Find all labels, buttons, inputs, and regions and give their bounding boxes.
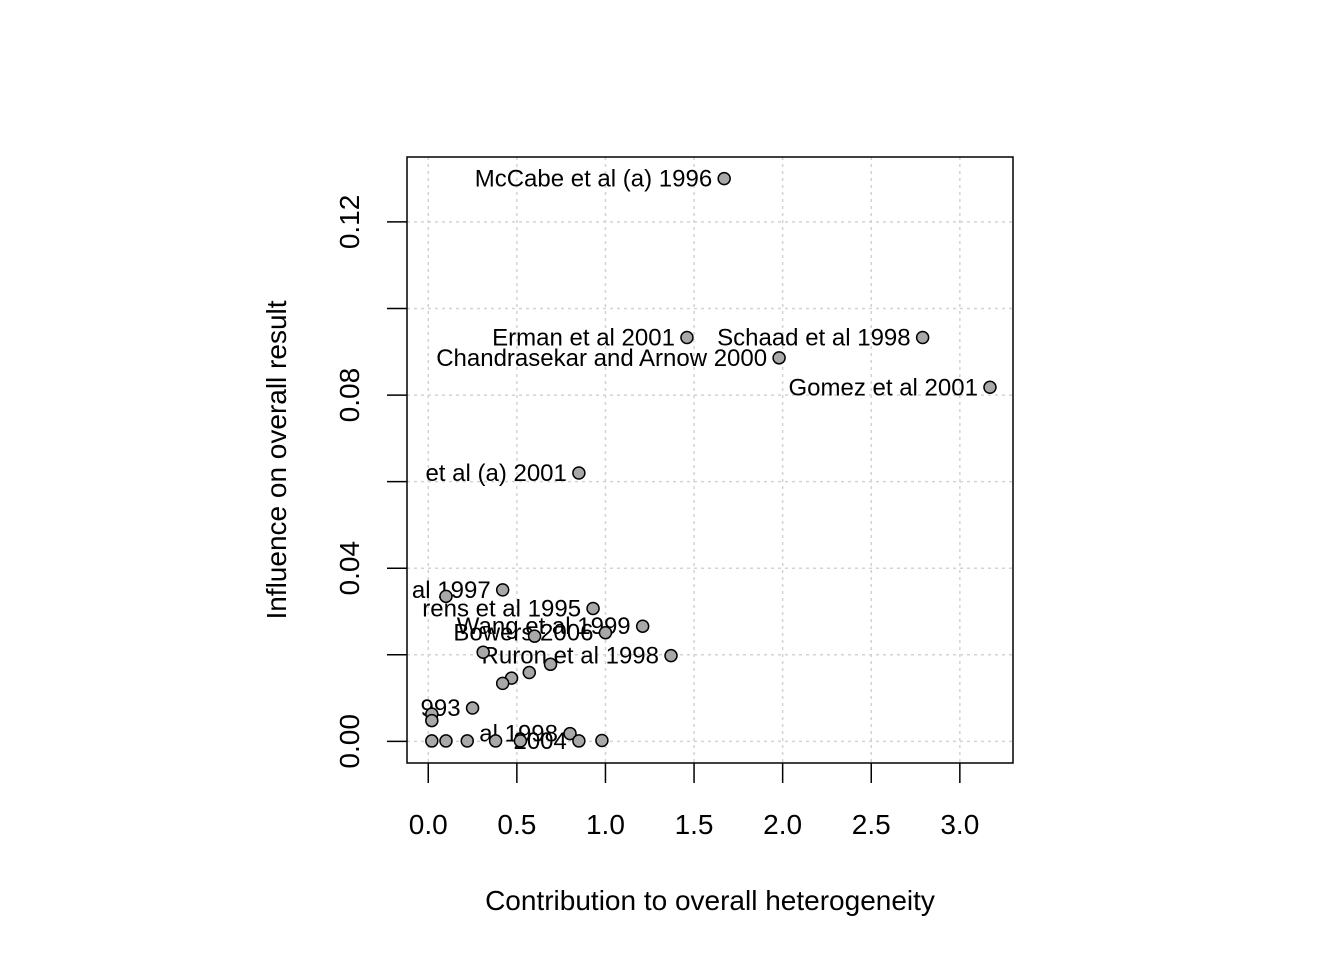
data-point [495, 676, 510, 691]
data-point [915, 330, 930, 345]
data-point [664, 648, 678, 663]
data-point [572, 466, 586, 480]
data-point [425, 734, 439, 748]
y-tick-label: 0.12 [334, 195, 365, 250]
data-point [476, 645, 490, 659]
point-label: Gomez et al 2001 [789, 374, 978, 401]
data-points [425, 171, 997, 748]
data-point [595, 733, 609, 748]
x-tick-label: 3.0 [940, 809, 979, 840]
x-tick-label: 0.0 [409, 809, 448, 840]
data-point [563, 726, 577, 741]
data-point [439, 734, 453, 748]
data-point [488, 734, 503, 748]
x-tick-label: 0.5 [497, 809, 536, 840]
data-point [598, 625, 613, 640]
grid-lines [407, 157, 1013, 763]
data-point [680, 330, 694, 345]
data-point [495, 583, 510, 597]
axes: 0.0 0.5 1.0 1.5 2.0 2.5 3.0 0.00 0.04 0.08 0.12 [334, 195, 979, 840]
data-point [717, 171, 731, 186]
y-tick-label: 0.04 [334, 541, 365, 596]
data-point [527, 629, 542, 643]
point-label: et al (a) 2001 [425, 460, 566, 487]
point-label: McCabe et al (a) 1996 [475, 166, 712, 193]
data-point [983, 380, 997, 395]
data-point [543, 657, 558, 672]
y-axis-label: Influence on overall result [261, 300, 292, 619]
data-point [465, 701, 480, 715]
x-tick-label: 2.5 [852, 809, 891, 840]
y-tick-label: 0.08 [334, 368, 365, 423]
point-label: Bowers 2006 [453, 620, 593, 647]
x-axis-label: Contribution to overall heterogeneity [485, 885, 935, 916]
data-point [522, 665, 537, 680]
data-point [772, 351, 786, 365]
data-point [635, 619, 650, 633]
point-labels: McCabe et al (a) 1996 Erman et al 2001 Sch… [412, 166, 978, 755]
x-tick-label: 2.0 [763, 809, 802, 840]
data-point [572, 734, 586, 748]
data-point [513, 734, 528, 748]
x-tick-label: 1.0 [586, 809, 625, 840]
point-label: Schaad et al 1998 [717, 325, 911, 352]
x-tick-label: 1.5 [675, 809, 714, 840]
data-point [425, 713, 439, 728]
data-point [460, 734, 474, 748]
point-label: Ruron et al 1998 [482, 643, 659, 670]
point-label: Chandrasekar and Arnow 2000 [436, 345, 767, 372]
y-tick-label: 0.00 [334, 714, 365, 769]
point-label: Erman et al 2001 [492, 325, 675, 352]
data-point [439, 589, 453, 604]
plot-frame [406, 156, 1014, 764]
data-point [586, 601, 600, 616]
